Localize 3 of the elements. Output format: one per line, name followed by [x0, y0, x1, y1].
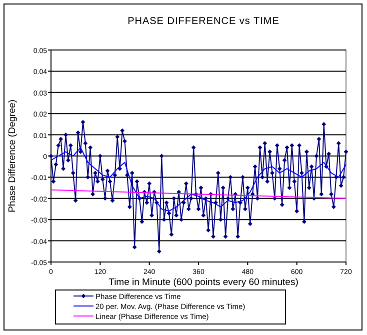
y-axis-title: Phase Difference (Degree)	[7, 100, 18, 212]
chart-title: PHASE DIFFERENCE vs TIME	[128, 16, 280, 27]
x-axis-title: Time in Minute (600 points every 60 minutes)	[108, 277, 298, 288]
